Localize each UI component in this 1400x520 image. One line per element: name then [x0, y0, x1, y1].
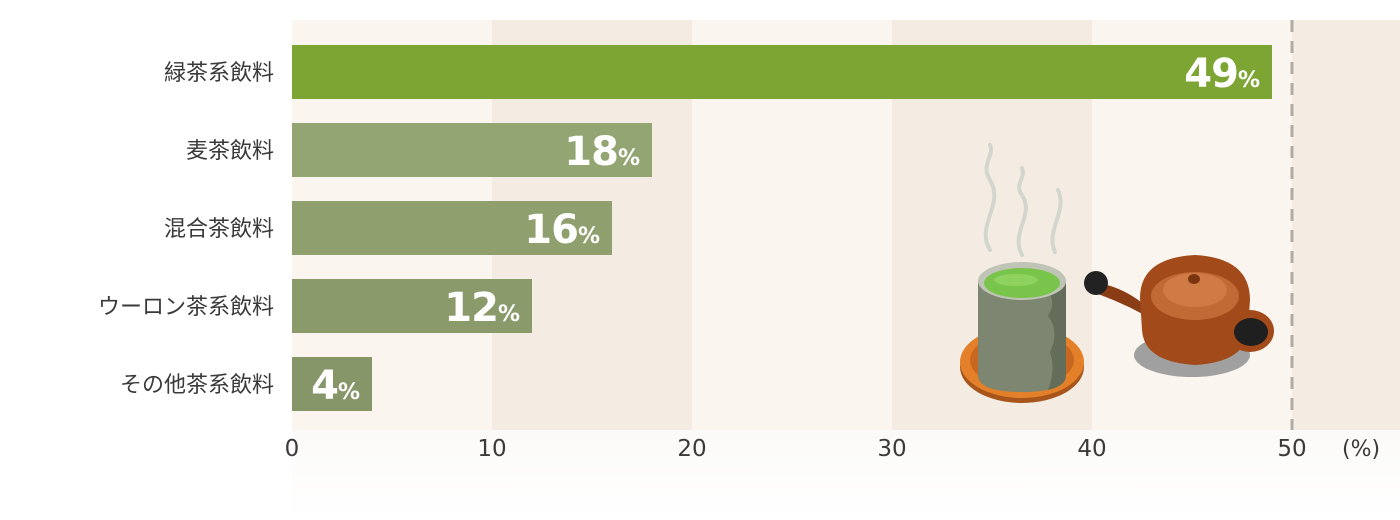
x-axis-tick-labels: 0 10 20 30 40 50 [285, 436, 1307, 462]
teapot-icon [1084, 255, 1274, 377]
category-label: 混合茶飲料 [164, 217, 274, 242]
bar [292, 279, 532, 333]
value-label: 4% [311, 363, 360, 409]
category-label: 緑茶系飲料 [164, 61, 274, 86]
category-label: 麦茶飲料 [186, 139, 274, 164]
value-label: 12% [444, 285, 520, 331]
x-tick-label: 50 [1277, 436, 1306, 462]
bars-group [292, 45, 1272, 411]
category-label: ウーロン茶系飲料 [98, 295, 274, 320]
value-label: 49% [1184, 51, 1260, 97]
x-tick-label: 40 [1077, 436, 1106, 462]
bar [292, 123, 652, 177]
category-label: その他茶系飲料 [120, 373, 274, 398]
value-label: 18% [564, 129, 640, 175]
bar [292, 201, 612, 255]
value-label: 16% [524, 207, 600, 253]
background-band [1292, 20, 1400, 430]
teacup-icon [960, 143, 1084, 403]
x-tick-label: 10 [477, 436, 506, 462]
x-tick-label: 0 [285, 436, 300, 462]
x-axis-unit-label: (%) [1342, 437, 1380, 462]
x-tick-label: 20 [677, 436, 706, 462]
value-labels: 49% 18% 16%12% 4% [311, 51, 1260, 409]
bar [292, 45, 1272, 99]
bar [292, 357, 372, 411]
plot-footer-band [292, 430, 1400, 520]
x-tick-label: 30 [877, 436, 906, 462]
